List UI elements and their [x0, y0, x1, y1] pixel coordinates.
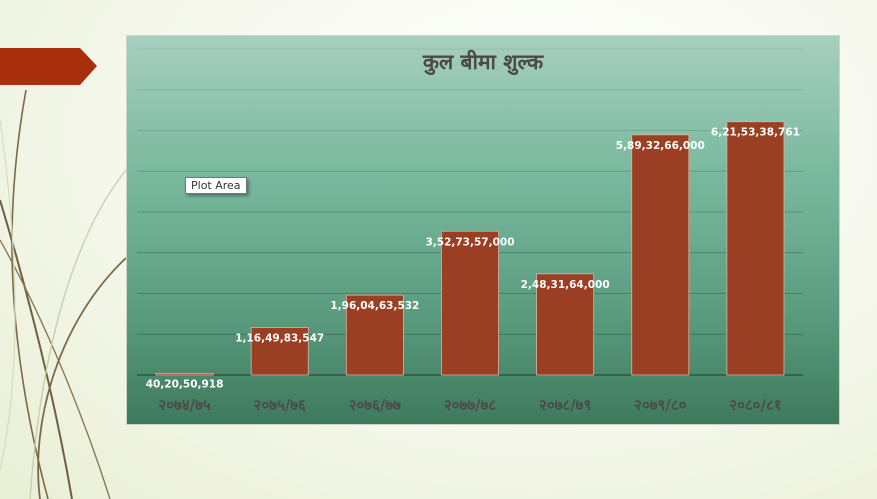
x-tick-label: २०७४/७५: [158, 396, 210, 414]
x-tick-label: २०७७/७८: [444, 396, 496, 414]
bar[interactable]: [631, 134, 690, 376]
bar[interactable]: [536, 273, 595, 376]
decor-curve-3: [0, 239, 111, 499]
x-tick-label: २०८०/८१: [729, 396, 781, 414]
x-tick-label: २०७९/८०: [634, 396, 686, 414]
decor-curve-5: [29, 169, 127, 499]
x-tick-label: २०७५/७६: [254, 396, 306, 414]
data-label: 6,21,53,38,761: [711, 127, 800, 139]
accent-arrow-shape: [0, 48, 97, 85]
data-label: 1,96,04,63,532: [330, 300, 419, 312]
decorative-curves: [0, 89, 127, 499]
bar[interactable]: [726, 121, 785, 376]
bar[interactable]: [441, 230, 499, 376]
bar[interactable]: [345, 294, 404, 376]
decor-curve-6: [0, 119, 16, 471]
plot-area-tooltip: Plot Area: [185, 177, 247, 194]
data-label: 1,16,49,83,547: [235, 333, 324, 345]
data-label: 2,48,31,64,000: [521, 279, 610, 291]
data-label: 5,89,32,66,000: [616, 140, 705, 152]
data-label: 3,52,73,57,000: [425, 236, 514, 248]
bar[interactable]: [155, 372, 214, 376]
decor-curve-1: [11, 89, 49, 499]
data-label: 40,20,50,918: [146, 378, 224, 390]
decor-curve-4: [37, 257, 127, 499]
x-tick-label: २०७६/७७: [349, 396, 401, 414]
chart-area[interactable]: 40,20,50,918 २०७४/७५ 1,16,49,83,547 २०७५/७६…: [126, 35, 840, 425]
x-tick-label: २०७८/७९: [539, 396, 591, 414]
bar[interactable]: [250, 327, 309, 376]
chart-title: कुल बीमा शुल्क: [422, 50, 544, 74]
chart-canvas: 40,20,50,918 २०७४/७५ 1,16,49,83,547 २०७५/७६…: [137, 48, 803, 414]
decor-curve-2: [0, 199, 73, 499]
